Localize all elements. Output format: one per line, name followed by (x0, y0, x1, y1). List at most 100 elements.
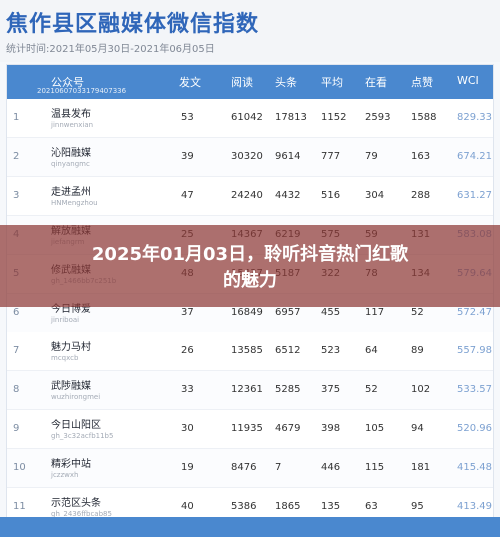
row-rank: 10 (13, 462, 26, 474)
row-avg: 446 (321, 462, 341, 474)
row-rank: 9 (13, 423, 20, 435)
row-watching: 115 (365, 462, 385, 474)
header-posts: 发文 (179, 76, 201, 89)
banner-line-2: 的魅力 (223, 270, 277, 291)
row-watching: 63 (365, 501, 378, 512)
table-row[interactable]: 2 沁阳融媒 qinyangmc 39 30320 9614 777 79 163 674.21 (7, 137, 493, 177)
row-posts: 19 (181, 462, 194, 474)
row-account-name[interactable]: 今日博爱 (51, 303, 91, 315)
header-avg: 平均 (321, 76, 343, 89)
row-top: 7 (275, 462, 282, 474)
row-account-id: jinnwenxian (51, 121, 94, 129)
row-reads: 61042 (231, 112, 263, 123)
row-rank: 11 (13, 501, 26, 512)
row-likes: 163 (411, 150, 431, 162)
table-row[interactable]: 1 温县发布 jinnwenxian 53 61042 17813 1152 2593 1588… (7, 99, 493, 138)
row-avg: 1152 (321, 112, 347, 123)
row-account-id: jinriboai (51, 315, 80, 324)
header-watching: 在看 (365, 76, 387, 89)
row-wci: 520.96 (457, 423, 492, 435)
stat-period: 统计时间:2021年05月30日-2021年06月05日 (6, 44, 215, 55)
row-likes: 95 (411, 501, 424, 512)
page-title: 焦作县区融媒体微信指数 (6, 12, 260, 37)
row-account-id: gh_2436ffbcab85 (51, 510, 112, 518)
row-account-name[interactable]: 武陟融媒 (51, 381, 91, 393)
row-likes: 89 (411, 345, 424, 357)
row-rank: 3 (13, 189, 20, 201)
row-wci: 572.47 (457, 306, 492, 318)
row-posts: 26 (181, 345, 194, 357)
row-watching: 79 (365, 150, 378, 162)
banner-text: 2025年01月03日，聆听抖音热门红歌 的魅力 (10, 242, 490, 294)
row-wci: 631.27 (457, 189, 492, 201)
row-account-name[interactable]: 沁阳融媒 (51, 147, 91, 159)
page-header: 焦作县区融媒体微信指数 统计时间:2021年05月30日-2021年06月05日 (0, 0, 500, 62)
row-top: 6957 (275, 306, 301, 318)
row-reads: 11935 (231, 423, 263, 435)
title-banner: 2025年01月03日，聆听抖音热门红歌 的魅力 (0, 225, 500, 307)
row-watching: 304 (365, 189, 385, 201)
row-wci: 674.21 (457, 150, 492, 162)
table-row[interactable]: 8 武陟融媒 wuzhirongmei 33 12361 5285 375 52 102 533.… (7, 371, 493, 411)
row-account-name[interactable]: 魅力马村 (51, 342, 91, 354)
row-avg: 523 (321, 345, 341, 357)
row-watching: 2593 (365, 112, 391, 123)
row-likes: 288 (411, 189, 431, 201)
row-avg: 516 (321, 189, 341, 201)
row-posts: 53 (181, 112, 194, 123)
row-watching: 64 (365, 345, 378, 357)
row-avg: 398 (321, 423, 341, 435)
row-top: 4432 (275, 189, 301, 201)
row-posts: 47 (181, 189, 194, 201)
row-avg: 135 (321, 501, 341, 512)
row-wci: 413.49 (457, 501, 492, 512)
row-top: 9614 (275, 150, 301, 162)
row-reads: 12361 (231, 384, 263, 396)
row-watching: 52 (365, 384, 378, 396)
row-wci: 557.98 (457, 345, 492, 357)
row-rank: 6 (13, 306, 20, 318)
table-id-strip: 20210607033179407336 (37, 87, 127, 95)
row-reads: 13585 (231, 345, 263, 357)
header-reads: 阅读 (231, 76, 253, 89)
row-account-name[interactable]: 温县发布 (51, 109, 91, 120)
row-posts: 37 (181, 306, 194, 318)
header-account: 公众号 (51, 76, 84, 89)
row-account-name[interactable]: 今日山阳区 (51, 420, 101, 432)
row-account-id: mcqxcb (51, 354, 79, 363)
table-row[interactable]: 9 今日山阳区 gh_3c32acfb11b5 30 11935 4679 398 105 94… (7, 410, 493, 450)
row-account-name[interactable]: 示范区头条 (51, 498, 101, 509)
row-wci: 533.57 (457, 384, 492, 396)
table-header: 公众号 发文 阅读 头条 平均 在看 点赞 WCI 20210607033179… (7, 65, 493, 99)
row-rank: 7 (13, 345, 20, 357)
row-avg: 375 (321, 384, 341, 396)
row-reads: 8476 (231, 462, 257, 474)
row-posts: 39 (181, 150, 194, 162)
row-avg: 455 (321, 306, 341, 318)
row-likes: 181 (411, 462, 431, 474)
banner-line-1: 2025年01月03日，聆听抖音热门红歌 (91, 244, 409, 265)
row-reads: 16849 (231, 306, 263, 318)
row-account-name[interactable]: 走进孟州 (51, 186, 91, 198)
table-row[interactable]: 7 魅力马村 mcqxcb 26 13585 6512 523 64 89 557.98 (7, 332, 493, 372)
row-avg: 777 (321, 150, 341, 162)
row-likes: 1588 (411, 112, 437, 123)
row-wci: 829.33 (457, 112, 492, 123)
row-top: 17813 (275, 112, 307, 123)
row-account-name[interactable]: 精彩中站 (51, 459, 91, 471)
footer-bar (0, 517, 500, 537)
row-reads: 24240 (231, 189, 263, 201)
row-account-id: qinyangmc (51, 159, 90, 168)
table-row[interactable]: 3 走进孟州 HNMengzhou 47 24240 4432 516 304 288 631.2… (7, 176, 493, 216)
row-posts: 33 (181, 384, 194, 396)
row-top: 5285 (275, 384, 301, 396)
row-reads: 5386 (231, 501, 257, 512)
row-top: 6512 (275, 345, 301, 357)
row-top: 1865 (275, 501, 301, 512)
header-likes: 点赞 (411, 76, 433, 89)
table-row[interactable]: 10 精彩中站 jczzwxh 19 8476 7 446 115 181 415.48 (7, 449, 493, 489)
header-wci: WCI (457, 74, 479, 87)
row-rank: 8 (13, 384, 20, 396)
row-likes: 102 (411, 384, 431, 396)
